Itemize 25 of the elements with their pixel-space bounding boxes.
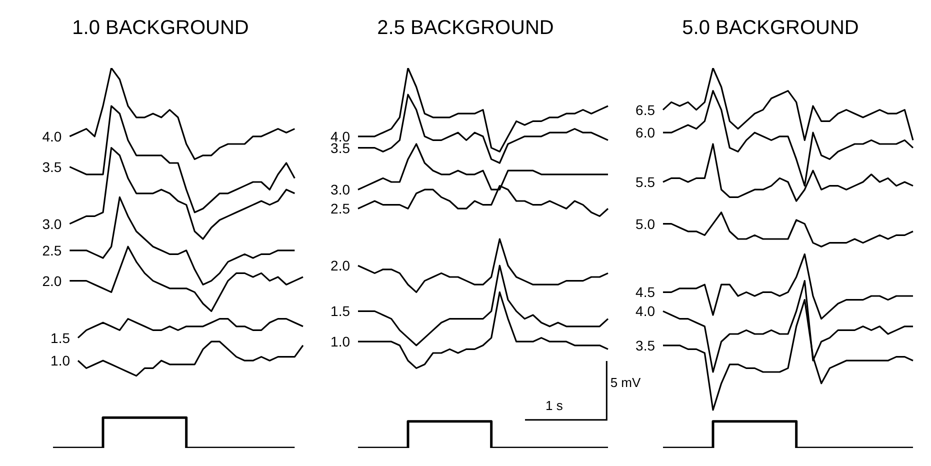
series-label: 4.5	[636, 284, 656, 300]
chart-title: 5.0 BACKGROUND	[681, 16, 860, 41]
series-label: 2.5	[330, 200, 350, 217]
series-label: 4.0	[636, 303, 656, 320]
chart-title: 2.5 BACKGROUND	[376, 16, 555, 41]
series-label: 1.5	[330, 303, 350, 320]
series-label: 1.0	[330, 334, 350, 350]
series-label: 2.5	[42, 242, 62, 258]
annotation: 1 s	[546, 398, 563, 412]
series-label: 3.0	[330, 182, 350, 198]
chart-title: 1.0 BACKGROUND	[71, 16, 250, 41]
series-label: 3.5	[42, 158, 62, 175]
series-label: 1.5	[50, 330, 70, 346]
series-label: 3.0	[42, 216, 62, 232]
series-label: 1.0	[50, 352, 70, 369]
series-label: 6.5	[636, 102, 656, 118]
series-label: 2.0	[42, 272, 62, 289]
series-label: 3.5	[636, 337, 656, 354]
series-label: 6.0	[636, 124, 656, 141]
annotation: 5 mV	[610, 375, 641, 390]
series-label: 4.0	[330, 128, 350, 144]
series-label: 2.0	[330, 258, 350, 274]
series-label: 5.0	[636, 216, 656, 232]
series-label: 5.5	[636, 174, 656, 190]
series-label: 4.0	[42, 128, 62, 144]
